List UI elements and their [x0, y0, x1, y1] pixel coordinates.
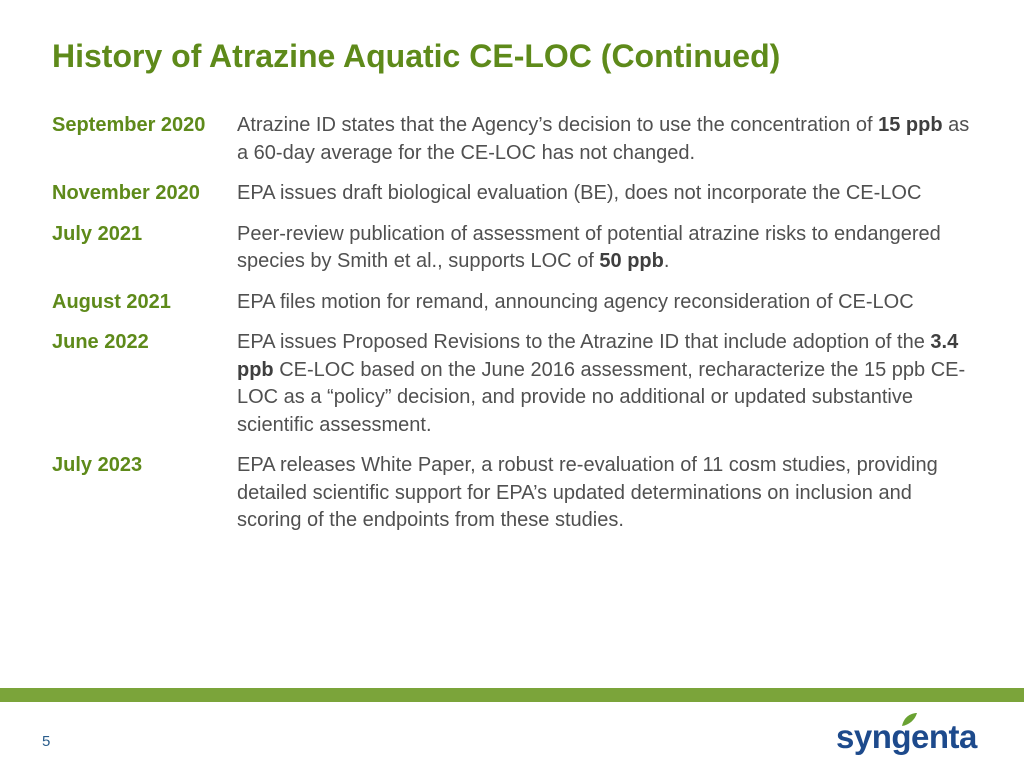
emphasis-value: 50 ppb	[599, 250, 664, 272]
description-text: Atrazine ID states that the Agency’s dec…	[237, 114, 879, 136]
timeline-entry: June 2022 EPA issues Proposed Revisions t…	[52, 329, 972, 439]
leaf-icon	[902, 713, 917, 726]
slide-title: History of Atrazine Aquatic CE-LOC (Cont…	[52, 38, 781, 74]
description-text: Peer-review publication of assessment of…	[237, 222, 941, 273]
emphasis-value: 15 ppb	[878, 114, 943, 136]
timeline-entry: July 2023 EPA releases White Paper, a rob…	[52, 452, 972, 535]
page-number: 5	[42, 733, 51, 750]
description-text: EPA releases White Paper, a robust re-ev…	[237, 454, 938, 531]
description-text: CE-LOC based on the June 2016 assessment…	[237, 358, 966, 436]
entry-description: EPA releases White Paper, a robust re-ev…	[237, 452, 972, 535]
footer-bar	[0, 688, 1024, 702]
syngenta-logo: syngenta	[836, 712, 977, 760]
entry-date: August 2021	[52, 290, 171, 313]
description-text: .	[663, 250, 670, 272]
entry-date: September 2020	[52, 114, 206, 136]
entry-date: November 2020	[52, 182, 200, 204]
entry-description: Atrazine ID states that the Agency’s dec…	[237, 112, 972, 167]
timeline-entry: September 2020 Atrazine ID states that th…	[52, 112, 972, 167]
entry-description: EPA files motion for remand, announcing …	[237, 289, 972, 317]
description-text: EPA issues draft biological evaluation (…	[237, 182, 922, 204]
entry-description: EPA issues draft biological evaluation (…	[237, 180, 972, 208]
entry-description: Peer-review publication of assessment of…	[237, 221, 972, 276]
timeline-entry: November 2020 EPA issues draft biological…	[52, 180, 972, 208]
timeline-entry: July 2021 Peer-review publication of asse…	[52, 221, 972, 276]
timeline: September 2020 Atrazine ID states that th…	[52, 112, 972, 548]
entry-date: July 2021	[52, 222, 143, 245]
entry-description: EPA issues Proposed Revisions to the Atr…	[237, 329, 972, 439]
emphasis-value: 3.4 ppb	[237, 331, 959, 381]
entry-date: June 2022	[52, 331, 149, 353]
description-text: as a 60-day average for the CE-LOC has n…	[237, 114, 970, 164]
description-text: EPA issues Proposed Revisions to the Atr…	[237, 331, 931, 353]
timeline-entry: August 2021 EPA files motion for remand, …	[52, 289, 972, 317]
description-text: EPA files motion for remand, announcing …	[237, 290, 914, 313]
entry-date: July 2023	[52, 454, 143, 476]
